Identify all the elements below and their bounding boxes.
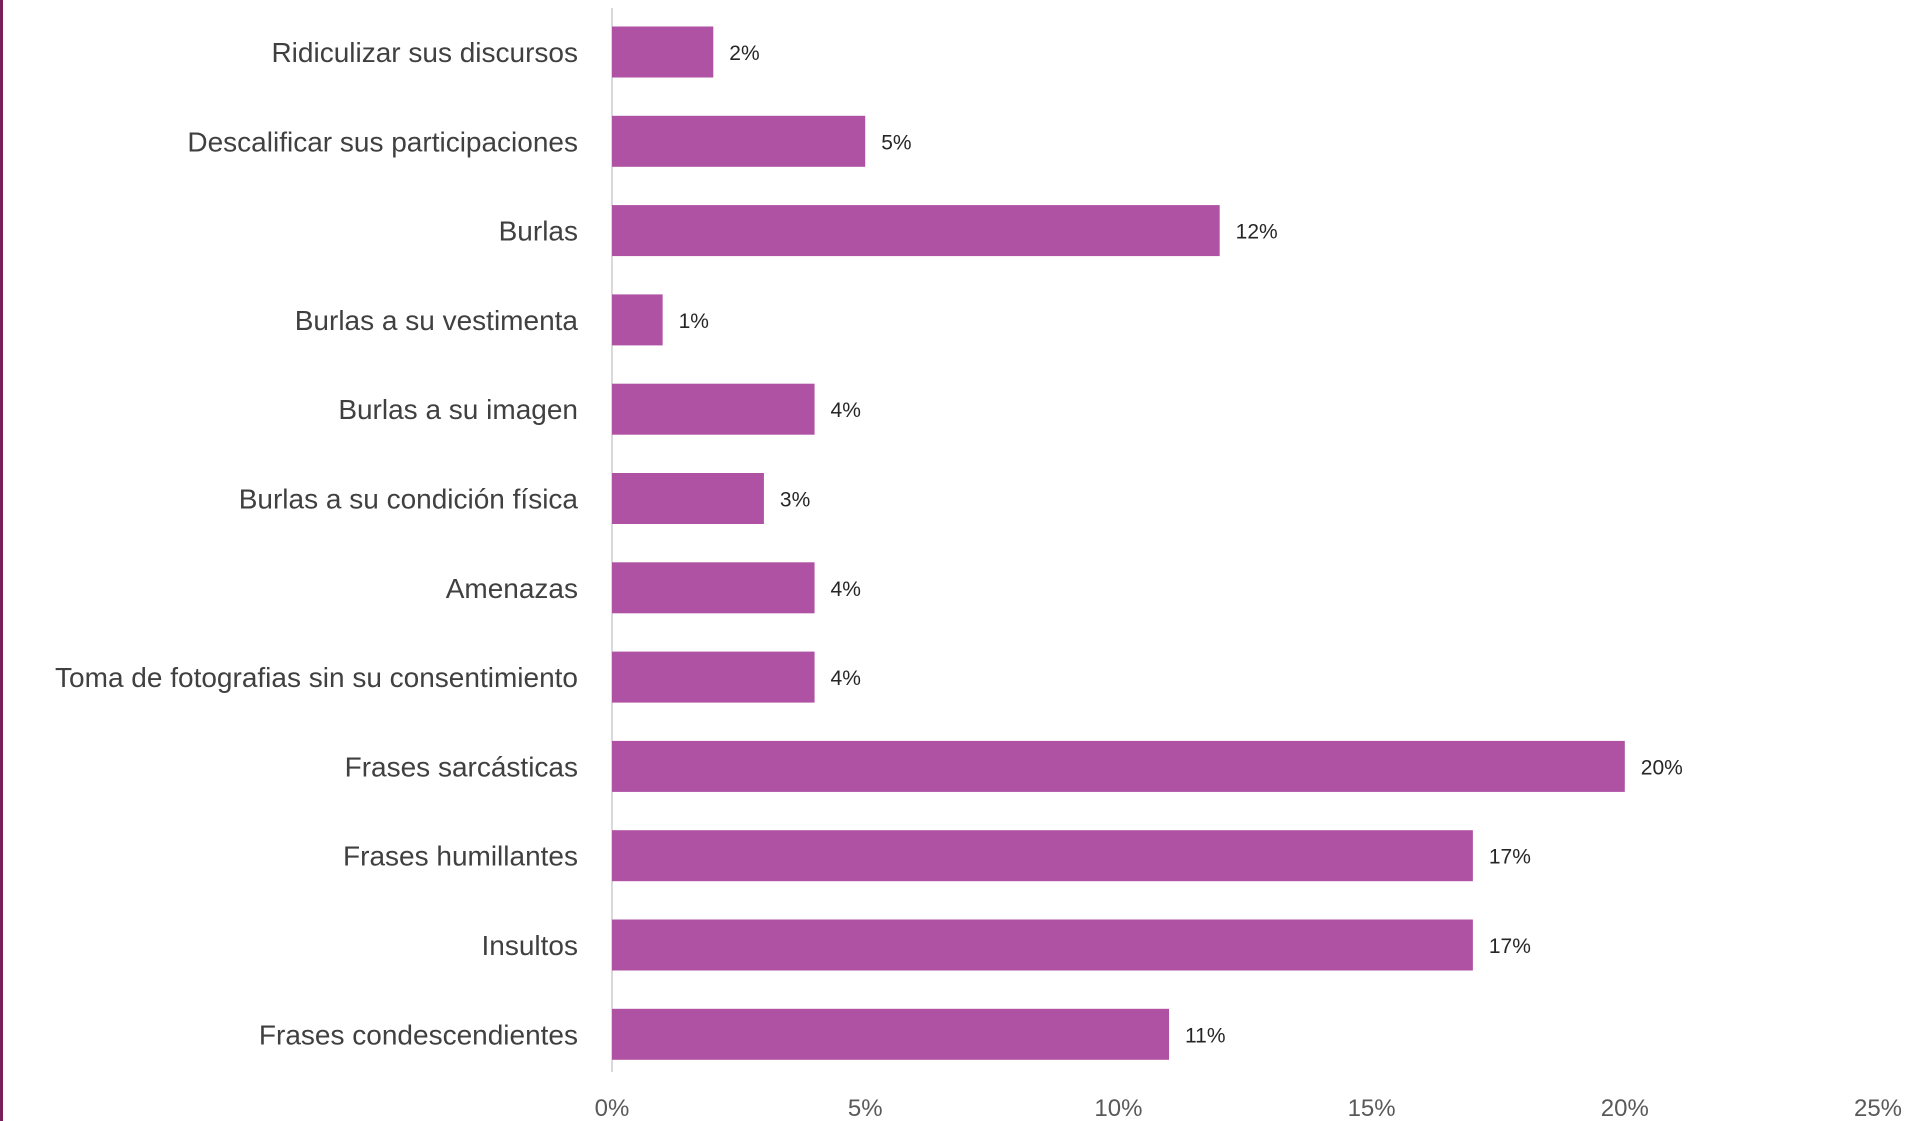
data-label: 17%	[1489, 935, 1531, 958]
bar	[612, 562, 815, 614]
bar	[612, 205, 1220, 257]
bar	[612, 740, 1625, 792]
x-tick-label: 10%	[1094, 1095, 1142, 1121]
bar	[612, 473, 764, 524]
bar	[612, 26, 714, 78]
category-label: Burlas a su condición física	[239, 484, 579, 515]
data-label: 4%	[831, 578, 861, 601]
x-tick-label: 20%	[1601, 1095, 1649, 1121]
x-tick-label: 5%	[848, 1095, 883, 1121]
category-label: Frases condescendientes	[259, 1019, 578, 1050]
bar	[612, 383, 815, 435]
bar	[612, 919, 1473, 971]
category-label: Descalificar sus participaciones	[187, 126, 578, 157]
data-label: 1%	[679, 310, 709, 333]
x-tick-label: 0%	[595, 1095, 630, 1121]
x-tick-label: 15%	[1348, 1095, 1396, 1121]
category-label: Burlas	[499, 216, 578, 247]
data-label: 2%	[729, 42, 759, 65]
bar	[612, 830, 1473, 882]
category-label: Insultos	[482, 930, 579, 961]
data-label: 5%	[881, 131, 911, 154]
data-label: 3%	[780, 489, 810, 512]
data-label: 12%	[1236, 221, 1278, 244]
bar	[612, 294, 663, 346]
category-label: Frases sarcásticas	[345, 751, 578, 782]
bar	[612, 651, 815, 703]
data-label: 11%	[1185, 1024, 1225, 1047]
category-label: Amenazas	[446, 573, 578, 604]
category-label: Frases humillantes	[343, 841, 578, 872]
bar	[612, 1008, 1170, 1060]
category-label: Toma de fotografias sin su consentimient…	[55, 662, 578, 693]
data-label: 17%	[1489, 846, 1531, 869]
data-label: 4%	[831, 399, 861, 422]
x-tick-label: 25%	[1854, 1095, 1902, 1121]
data-label: 20%	[1641, 756, 1683, 779]
category-label: Ridiculizar sus discursos	[271, 37, 578, 68]
left-border	[0, 0, 3, 1121]
bar	[612, 115, 866, 167]
category-label: Burlas a su vestimenta	[295, 305, 579, 336]
category-label: Burlas a su imagen	[338, 394, 578, 425]
data-label: 4%	[831, 667, 861, 690]
